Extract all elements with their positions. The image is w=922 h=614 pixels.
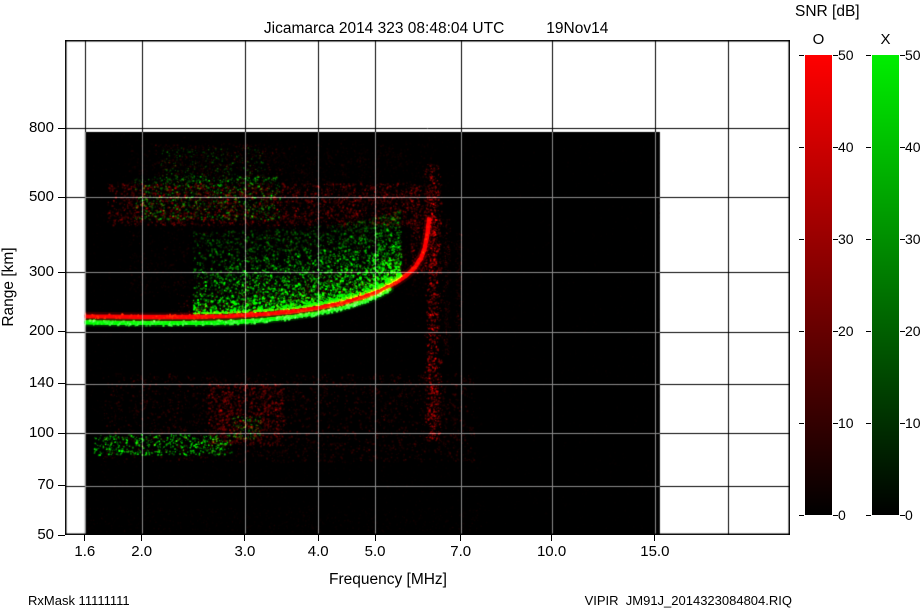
x-tick-label: 10.0 bbox=[536, 543, 567, 560]
y-tick-label: 100 bbox=[28, 423, 54, 441]
colorbar-tick bbox=[799, 330, 804, 332]
x-tick bbox=[84, 535, 86, 541]
y-tick-label: 500 bbox=[28, 187, 54, 205]
filename-label: VIPIR JM91J_2014323084804.RIQ bbox=[584, 593, 792, 608]
colorbar-tick bbox=[833, 146, 838, 148]
y-tick-label: 800 bbox=[28, 118, 54, 136]
x-axis-label: Frequency [MHz] bbox=[328, 571, 447, 588]
x-tick bbox=[460, 535, 462, 541]
colorbar-tick-label: 10 bbox=[905, 414, 921, 431]
x-tick-label: 4.0 bbox=[307, 543, 329, 560]
colorbar-tick bbox=[900, 238, 905, 240]
plot-date: 19Nov14 bbox=[546, 20, 609, 37]
o-mode-label: O bbox=[812, 31, 825, 48]
x-tick bbox=[244, 535, 246, 541]
colorbar-tick-label: 10 bbox=[838, 414, 854, 431]
colorbar-tick bbox=[866, 422, 871, 424]
colorbar-tick bbox=[866, 514, 871, 516]
colorbar-tick bbox=[866, 238, 871, 240]
colorbar-tick bbox=[900, 422, 905, 424]
title-row: Jicamarca 2014 323 08:48:04 UTC 19Nov14 bbox=[65, 2, 790, 56]
colorbar-tick bbox=[799, 146, 804, 148]
y-tick bbox=[58, 432, 65, 434]
colorbar-tick bbox=[833, 238, 838, 240]
x-tick bbox=[141, 535, 143, 541]
x-tick-label: 2.0 bbox=[131, 543, 153, 560]
colorbar-tick-label: 0 bbox=[838, 506, 846, 523]
x-tick-label: 7.0 bbox=[450, 543, 472, 560]
colorbar-tick bbox=[833, 54, 838, 56]
colorbar-tick bbox=[866, 54, 871, 56]
ionogram-canvas bbox=[65, 40, 790, 535]
colorbar-tick bbox=[833, 422, 838, 424]
colorbar-tick bbox=[900, 146, 905, 148]
colorbar-tick bbox=[833, 330, 838, 332]
colorbar-tick-label: 0 bbox=[905, 506, 913, 523]
colorbar-tick bbox=[799, 54, 804, 56]
y-tick-label: 200 bbox=[28, 322, 54, 340]
x-tick-label: 5.0 bbox=[364, 543, 386, 560]
y-tick bbox=[58, 383, 65, 385]
x-tick bbox=[317, 535, 319, 541]
x-tick-label: 3.0 bbox=[234, 543, 256, 560]
x-tick bbox=[374, 535, 376, 541]
y-tick bbox=[58, 534, 65, 536]
rxmask-label: RxMask 11111111 bbox=[28, 593, 130, 608]
colorbar-tick bbox=[900, 54, 905, 56]
x-mode-label: X bbox=[880, 31, 891, 48]
colorbar-tick-label: 20 bbox=[838, 322, 854, 339]
colorbar-tick bbox=[900, 514, 905, 516]
colorbar-tick-label: 50 bbox=[838, 46, 854, 63]
colorbar-tick bbox=[799, 422, 804, 424]
y-tick bbox=[58, 271, 65, 273]
x-tick bbox=[551, 535, 553, 541]
x-tick-label: 15.0 bbox=[640, 543, 670, 560]
y-tick bbox=[58, 331, 65, 333]
colorbar-tick-label: 50 bbox=[905, 46, 921, 63]
colorbar-tick bbox=[900, 330, 905, 332]
colorbar-title: SNR [dB] bbox=[795, 3, 860, 20]
colorbar-tick-label: 20 bbox=[905, 322, 921, 339]
y-tick-label: 140 bbox=[28, 374, 54, 392]
y-tick bbox=[58, 485, 65, 487]
y-tick-label: 70 bbox=[37, 476, 54, 494]
colorbar-tick-label: 30 bbox=[905, 230, 921, 247]
colorbar-tick-label: 40 bbox=[838, 138, 854, 155]
x-tick bbox=[654, 535, 656, 541]
x-tick-label: 1.6 bbox=[74, 543, 96, 560]
colorbar-tick bbox=[799, 238, 804, 240]
colorbar-tick bbox=[833, 514, 838, 516]
colorbar-tick bbox=[866, 146, 871, 148]
y-tick-label: 50 bbox=[37, 525, 54, 543]
y-tick bbox=[58, 196, 65, 198]
colorbar-tick bbox=[799, 514, 804, 516]
y-tick-label: 300 bbox=[28, 262, 54, 280]
y-tick bbox=[58, 127, 65, 129]
plot-title: Jicamarca 2014 323 08:48:04 UTC bbox=[263, 20, 505, 37]
colorbar-tick-label: 30 bbox=[838, 230, 854, 247]
x-colorbar bbox=[872, 55, 899, 515]
o-colorbar bbox=[805, 55, 832, 515]
colorbar-tick bbox=[866, 330, 871, 332]
colorbar-tick-label: 40 bbox=[905, 138, 921, 155]
